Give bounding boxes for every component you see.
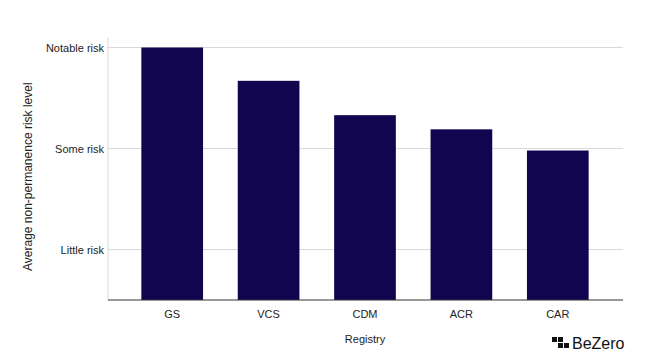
logo: BeZero (552, 335, 625, 352)
x-axis-line (108, 300, 623, 301)
logo-icon (558, 343, 563, 348)
bar (141, 48, 203, 301)
bar (334, 115, 396, 300)
y-axis-title: Average non-permanence risk level (21, 82, 35, 271)
logo-icon (558, 337, 563, 342)
y-tick-label: Little risk (61, 244, 105, 256)
y-tick-label: Notable risk (46, 42, 105, 54)
y-tick-label: Some risk (55, 143, 104, 155)
x-axis-title: Registry (345, 333, 386, 345)
x-tick-label: ACR (450, 308, 473, 320)
logo-text: BeZero (572, 335, 625, 352)
bar (431, 129, 493, 300)
x-tick-label: CAR (546, 308, 569, 320)
y-range-line (108, 37, 109, 300)
chart-svg: Little risk Some risk Notable risk GS VCS CDM… (0, 0, 664, 363)
bar (238, 81, 300, 300)
logo-icon (564, 343, 569, 348)
chart-container: Little risk Some risk Notable risk GS VCS CDM… (0, 0, 664, 363)
x-tick-label: CDM (352, 308, 377, 320)
bar (527, 151, 589, 300)
bars (141, 48, 588, 301)
logo-icon (552, 337, 557, 342)
x-tick-label: VCS (257, 308, 280, 320)
x-tick-label: GS (164, 308, 180, 320)
